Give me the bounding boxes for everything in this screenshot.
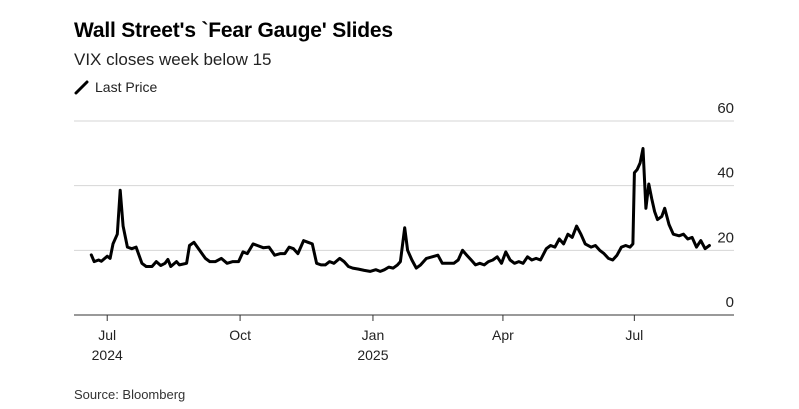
chart-subtitle: VIX closes week below 15 [74,50,272,69]
chart-title: Wall Street's `Fear Gauge' Slides [74,19,393,42]
legend-label: Last Price [95,79,158,95]
legend: Last Price [74,79,157,95]
x-tick-sublabel: 2024 [92,347,123,363]
y-tick-label: 60 [717,100,734,117]
y-tick-label: 0 [726,294,734,311]
series-line-last-price [89,147,711,273]
x-tick-label: Jan [362,327,385,343]
x-tick-label: Jul [98,327,116,343]
line-swatch-icon [74,79,90,95]
x-tick-sublabel: 2025 [357,347,388,363]
y-tick-label: 20 [717,229,734,246]
x-tick-label: Oct [229,327,251,343]
x-tick-label: Apr [492,327,514,343]
source-note: Source: Bloomberg [74,387,186,402]
y-tick-label: 40 [717,165,734,182]
x-tick-label: Jul [625,327,643,343]
